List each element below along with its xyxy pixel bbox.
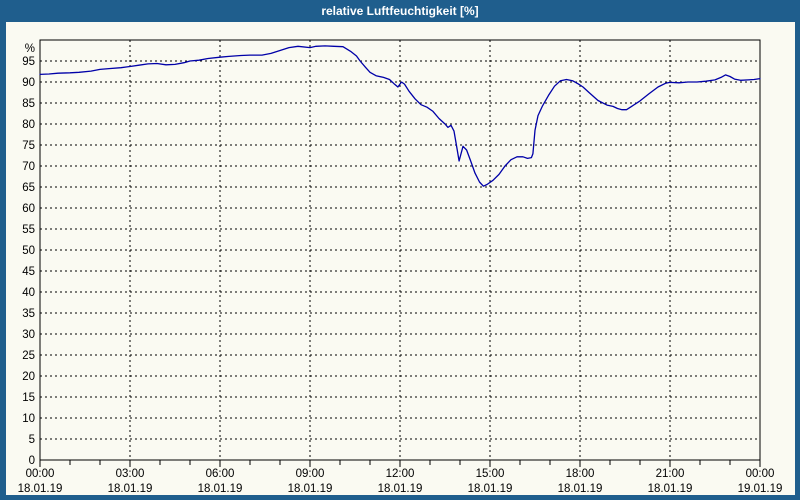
svg-text:25: 25 — [22, 350, 35, 362]
svg-text:00:00: 00:00 — [26, 468, 55, 480]
svg-text:5: 5 — [29, 434, 35, 446]
svg-text:21:00: 21:00 — [656, 468, 685, 480]
svg-text:95: 95 — [22, 56, 35, 68]
svg-text:%: % — [25, 43, 35, 55]
svg-text:18.01.19: 18.01.19 — [468, 483, 513, 495]
svg-text:85: 85 — [22, 98, 35, 110]
svg-text:06:00: 06:00 — [206, 468, 235, 480]
svg-text:18:00: 18:00 — [566, 468, 595, 480]
chart-title: relative Luftfeuchtigkeit [%] — [321, 4, 479, 18]
svg-text:90: 90 — [22, 77, 35, 89]
svg-text:19.01.19: 19.01.19 — [738, 483, 783, 495]
svg-text:18.01.19: 18.01.19 — [558, 483, 603, 495]
svg-text:70: 70 — [22, 161, 35, 173]
svg-text:45: 45 — [22, 266, 35, 278]
svg-text:0: 0 — [29, 455, 35, 467]
svg-text:35: 35 — [22, 308, 35, 320]
svg-text:00:00: 00:00 — [746, 468, 775, 480]
svg-text:12:00: 12:00 — [386, 468, 415, 480]
svg-text:55: 55 — [22, 224, 35, 236]
svg-text:65: 65 — [22, 182, 35, 194]
svg-text:18.01.19: 18.01.19 — [108, 483, 153, 495]
svg-text:80: 80 — [22, 119, 35, 131]
svg-text:09:00: 09:00 — [296, 468, 325, 480]
svg-text:15:00: 15:00 — [476, 468, 505, 480]
svg-text:10: 10 — [22, 413, 35, 425]
svg-text:18.01.19: 18.01.19 — [288, 483, 333, 495]
svg-text:50: 50 — [22, 245, 35, 257]
svg-text:03:00: 03:00 — [116, 468, 145, 480]
svg-text:75: 75 — [22, 140, 35, 152]
svg-text:60: 60 — [22, 203, 35, 215]
svg-text:18.01.19: 18.01.19 — [648, 483, 693, 495]
svg-text:30: 30 — [22, 329, 35, 341]
svg-text:18.01.19: 18.01.19 — [18, 483, 63, 495]
svg-text:20: 20 — [22, 371, 35, 383]
svg-text:15: 15 — [22, 392, 35, 404]
svg-text:40: 40 — [22, 287, 35, 299]
svg-text:18.01.19: 18.01.19 — [378, 483, 423, 495]
svg-text:18.01.19: 18.01.19 — [198, 483, 243, 495]
title-bar: relative Luftfeuchtigkeit [%] — [0, 0, 800, 22]
